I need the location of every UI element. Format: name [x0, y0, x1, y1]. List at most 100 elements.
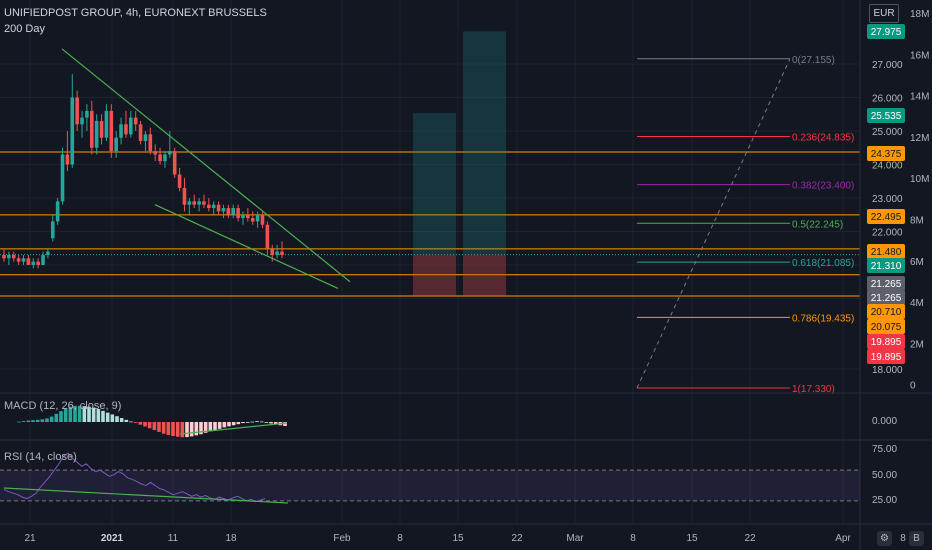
currency-button[interactable]: EUR — [869, 4, 899, 23]
candle-body — [50, 221, 55, 239]
candle-body — [75, 97, 79, 125]
price-label: 20.710 — [871, 307, 902, 318]
candle-body — [192, 201, 197, 205]
price-label: 27.975 — [871, 27, 902, 38]
macd-bar — [110, 414, 115, 422]
time-axis[interactable]: 21 2021 11 18 Feb 8 15 22 Mar 8 15 22 Apr 8 — [24, 533, 906, 544]
candle-body — [241, 214, 245, 219]
price-label: 25.535 — [871, 111, 902, 122]
candle-body — [119, 124, 123, 138]
time-tick: 15 — [686, 533, 698, 544]
macd-label[interactable]: MACD (12, 26, close, 9) — [4, 400, 122, 412]
price-label: 24.375 — [871, 149, 902, 160]
candle-body — [124, 124, 128, 135]
volume-tick: 0 — [910, 381, 916, 392]
rsi-line[interactable] — [0, 452, 860, 504]
macd-bar — [180, 422, 185, 438]
toggle-button[interactable]: B — [909, 531, 924, 546]
macd-histogram[interactable] — [17, 405, 288, 438]
fib-label: 0(27.155) — [792, 55, 835, 66]
price-label-bg — [867, 334, 905, 349]
macd-bar — [59, 411, 63, 422]
candle-body — [80, 117, 84, 125]
grid — [0, 0, 860, 524]
candle-body — [231, 208, 236, 215]
candle-body — [246, 214, 250, 219]
candle-body — [202, 201, 206, 205]
time-tick: 2021 — [101, 533, 124, 544]
macd-bar — [255, 421, 259, 422]
macd-bar — [217, 422, 222, 429]
candle-body — [207, 204, 211, 209]
macd-bar — [31, 420, 35, 422]
price-label-bg — [867, 349, 905, 364]
candle-body — [270, 248, 275, 255]
macd-bar — [227, 422, 231, 427]
macd-bar — [241, 422, 245, 424]
macd-bar — [17, 421, 21, 423]
candle-body — [260, 214, 265, 225]
price-tick: 24.000 — [872, 161, 903, 172]
volume-tick: 14M — [910, 92, 929, 103]
rsi-tick: 50.00 — [872, 470, 897, 481]
price-label-bg — [867, 24, 905, 39]
price-axis[interactable]: 27.00026.00025.00024.00023.00022.00021.0… — [867, 24, 905, 506]
price-label-bg — [867, 258, 905, 273]
candle-body — [275, 251, 279, 255]
macd-bar — [166, 422, 171, 435]
candles[interactable] — [2, 74, 284, 269]
time-tick: 8 — [397, 533, 403, 544]
price-label-bg — [867, 146, 905, 161]
macd-bar — [26, 420, 31, 422]
price-label-bg — [867, 108, 905, 123]
macd-bar — [250, 421, 255, 423]
rsi-tick: 75.00 — [872, 444, 897, 455]
volume-tick: 12M — [910, 133, 929, 144]
stop-zone — [463, 254, 506, 296]
macd-bar — [236, 422, 241, 425]
macd-bar — [161, 422, 166, 434]
rsi-label[interactable]: RSI (14, close) — [4, 451, 77, 463]
stop-zone — [413, 254, 456, 296]
macd-bar — [199, 422, 203, 435]
macd-bar — [133, 422, 138, 423]
time-tick: 15 — [452, 533, 464, 544]
candle-body — [265, 224, 270, 249]
volume-tick: 8M — [910, 216, 924, 227]
candle-body — [216, 204, 221, 212]
macd-bar — [129, 421, 133, 423]
projection-boxes[interactable] — [413, 31, 506, 296]
macd-bar — [171, 422, 175, 437]
macd-bar — [124, 419, 129, 422]
candle-body — [65, 154, 70, 165]
fib-label: 0.236(24.835) — [792, 133, 854, 144]
macd-bar — [115, 416, 119, 422]
volume-tick: 4M — [910, 298, 924, 309]
macd-bar — [143, 422, 147, 427]
macd-bar — [73, 405, 77, 422]
rsi-tick: 25.00 — [872, 495, 897, 506]
candle-body — [153, 151, 157, 155]
candle-body — [187, 201, 192, 205]
macd-bar — [213, 422, 217, 431]
time-tick: Apr — [835, 533, 851, 544]
price-tick: 25.000 — [872, 127, 903, 138]
candle-body — [7, 254, 11, 259]
trendlines[interactable] — [61, 48, 351, 289]
price-label-bg — [867, 304, 905, 319]
macd-bar — [245, 422, 250, 423]
candle-body — [138, 124, 143, 142]
rsi-divergence-line — [3, 487, 289, 504]
fib-label: 0.618(21.085) — [792, 258, 854, 269]
candle-body — [177, 174, 182, 188]
macd-bar — [96, 409, 101, 422]
fibonacci-retracement[interactable]: 0(27.155) 0.236(24.835) 0.382(23.400) 0.5(2… — [636, 55, 854, 395]
macd-bar — [189, 422, 194, 437]
horizontal-lines[interactable] — [0, 151, 860, 297]
time-tick: 22 — [511, 533, 523, 544]
macd-bar — [152, 422, 157, 431]
indicator-200-day[interactable]: 200 Day — [4, 23, 45, 35]
chart-title: UNIFIEDPOST GROUP, 4h, EURONEXT BRUSSELS — [4, 7, 267, 19]
settings-icon[interactable]: ⚙ — [877, 531, 892, 546]
